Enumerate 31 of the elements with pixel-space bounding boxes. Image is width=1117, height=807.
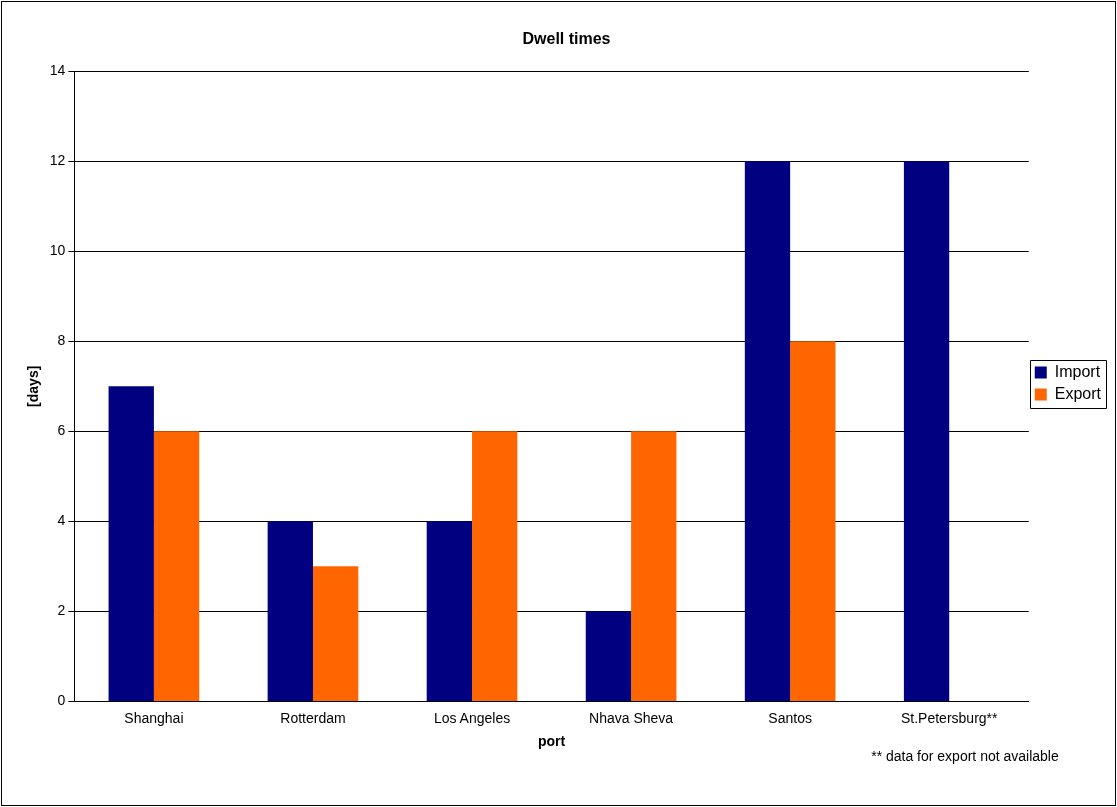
- y-tick-label: 0: [57, 692, 66, 709]
- bar: [585, 611, 632, 701]
- bar: [631, 431, 677, 701]
- bar: [472, 431, 518, 701]
- x-tick-label: Los Angeles: [433, 709, 511, 726]
- y-axis-title: [days]: [25, 365, 42, 407]
- x-tick-label: Rotterdam: [280, 709, 346, 726]
- y-tick-label: 12: [49, 152, 66, 169]
- x-axis-title: port: [537, 733, 566, 750]
- bar: [903, 161, 950, 701]
- text: ** data for export not available: [871, 748, 1059, 764]
- x-tick-label: Nhava Sheva: [589, 709, 674, 726]
- x-tick-label: Shanghai: [124, 709, 184, 726]
- legend-label: Import: [1054, 362, 1101, 380]
- y-tick-label: 10: [49, 242, 66, 259]
- y-tick-label: 8: [57, 332, 66, 349]
- bar: [744, 161, 791, 701]
- x-tick-label: St.Petersburg**: [900, 709, 999, 726]
- bar: [108, 386, 154, 701]
- x-tick-label: Santos: [768, 709, 812, 726]
- y-tick-label: 14: [49, 62, 66, 79]
- bar: [267, 521, 313, 701]
- chart-title: Dwell times: [522, 30, 611, 48]
- y-tick-label: 6: [57, 422, 66, 439]
- bar: [312, 566, 359, 701]
- y-tick-label: 2: [57, 602, 66, 619]
- y-tick-label: 4: [57, 512, 66, 529]
- bar: [790, 341, 836, 701]
- bar: [426, 521, 473, 701]
- legend-label: Export: [1054, 384, 1102, 402]
- bar: [153, 431, 200, 701]
